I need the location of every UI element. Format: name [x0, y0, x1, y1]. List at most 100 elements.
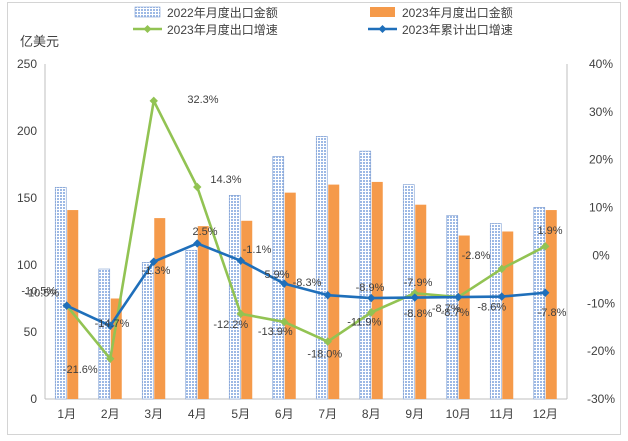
legend-label-1: 2023年月度出口金额: [402, 5, 513, 20]
data-label-s2-3: 14.3%: [210, 174, 241, 186]
data-label-s2-11: 1.9%: [537, 225, 562, 237]
data-label-s3-8: -8.8%: [404, 308, 433, 320]
data-label-s2-1: -21.6%: [63, 364, 98, 376]
data-label-s3-7: -8.9%: [356, 282, 385, 294]
data-label-s2-5: -13.9%: [258, 326, 293, 338]
point-s2-8: [410, 289, 419, 298]
line-series: [62, 96, 550, 363]
left-tick-label: 50: [24, 325, 38, 339]
data-label-s3-1: -14.7%: [95, 318, 130, 330]
x-axis: 1月 2月 3月 4月 5月 6月 7月 8月 9月 10月 11月 12月: [45, 398, 567, 421]
bar-s0-7: [359, 150, 372, 400]
data-label-s3-9: -8.7%: [432, 303, 461, 315]
data-label-s3-2: -1.3%: [142, 265, 171, 277]
point-s2-4: [236, 309, 245, 319]
x-tick-label: 10月: [446, 407, 471, 421]
point-s3-8: [410, 293, 419, 302]
point-s3-1: [106, 321, 115, 330]
bar-s0-11: [533, 207, 546, 400]
point-s2-5: [280, 317, 289, 327]
x-tick-label: 11月: [490, 407, 514, 421]
data-label-s2-9: -8.7%: [441, 307, 470, 319]
data-label-s3-4: -1.1%: [243, 244, 272, 256]
bar-s1-4: [241, 220, 253, 399]
bar-s1-2: [154, 218, 166, 399]
legend-label-2: 2023年月度出口增速: [167, 22, 278, 37]
data-label-s3-3: 2.5%: [192, 226, 217, 238]
bar-s0-9: [446, 215, 459, 400]
right-tick-label: 0%: [592, 248, 610, 262]
bar-s0-1: [98, 268, 111, 400]
left-axis-unit: 亿美元: [20, 34, 59, 49]
data-label-s2-6: -18.0%: [307, 349, 342, 361]
line-s3: [66, 242, 546, 328]
data-label-s3-5: 5.9%: [264, 269, 289, 281]
data-label-s3-11: -7.8%: [538, 307, 567, 319]
point-s2-10: [497, 264, 506, 274]
x-tick-label: 3月: [144, 407, 163, 421]
point-s3-5: [280, 279, 289, 288]
point-s3-2: [149, 257, 158, 266]
left-tick-label: 0: [30, 392, 37, 406]
bar-series: [54, 136, 557, 400]
bar-s1-8: [415, 204, 427, 399]
bar-s0-2: [141, 262, 154, 400]
legend-marker-3: [378, 25, 387, 33]
bar-s0-10: [489, 223, 502, 400]
x-tick-label: 1月: [57, 407, 76, 421]
point-s3-10: [497, 292, 506, 301]
legend-swatch-1: [370, 7, 395, 17]
bar-s1-9: [458, 235, 470, 399]
point-s3-3: [193, 239, 202, 248]
bar-s1-7: [371, 181, 383, 399]
legend-marker-2: [143, 25, 152, 33]
data-label-s3-10: -8.6%: [477, 302, 506, 314]
point-s2-6: [323, 337, 332, 346]
x-tick-label: 4月: [188, 407, 207, 421]
point-s2-3: [193, 182, 202, 192]
point-s3-6: [323, 290, 332, 300]
point-s3-4: [236, 256, 245, 265]
point-s3-7: [367, 293, 376, 303]
data-label-s2-8: -7.9%: [404, 277, 433, 289]
data-label-s2-2: 32.3%: [187, 94, 218, 106]
right-tick-label: 30%: [589, 105, 613, 119]
line-s2: [65, 99, 546, 361]
left-tick-label: 150: [17, 191, 37, 205]
bar-s1-6: [328, 184, 340, 399]
left-tick-label: 250: [17, 57, 37, 71]
point-s2-11: [541, 242, 550, 251]
right-tick-label: 40%: [589, 57, 613, 71]
bar-s1-11: [545, 210, 557, 399]
bar-s1-3: [197, 226, 209, 399]
data-label-s2-7: -11.9%: [347, 316, 381, 328]
data-labels: -10.5% -21.6% 32.3% 14.3% -12.2% -13.9% -18.0%…: [21, 94, 566, 376]
left-axis: 亿美元 0 50 100 150 200 250: [17, 34, 59, 406]
right-axis: -30% -20% -10% 0% 10% 20% 30% 40%: [566, 57, 615, 406]
right-tick-label: -10%: [587, 296, 615, 310]
point-s3-0: [62, 301, 71, 310]
point-s3-11: [541, 288, 550, 297]
legend-label-3: 2023年累计出口增速: [402, 23, 513, 37]
bar-s1-1: [110, 298, 122, 399]
data-label-s2-4: -12.2%: [213, 319, 248, 331]
legend-label-0: 2022年月度出口金额: [167, 5, 278, 20]
bar-s0-0: [54, 186, 67, 400]
bar-s1-5: [284, 192, 296, 399]
bar-s0-3: [185, 249, 198, 400]
data-label-s2-10: -2.8%: [462, 250, 491, 262]
x-tick-label: 2月: [101, 407, 120, 421]
point-s2-2: [149, 96, 158, 106]
right-tick-label: 10%: [589, 201, 613, 215]
x-tick-label: 5月: [231, 407, 250, 421]
left-tick-label: 200: [17, 124, 37, 138]
x-tick-label: 12月: [533, 407, 558, 421]
bar-s1-0: [67, 210, 79, 399]
point-s2-7: [367, 308, 376, 317]
legend: 2022年月度出口金额 2023年月度出口金额 2023年月度出口增速 2023年累计…: [133, 5, 513, 37]
right-tick-label: -20%: [587, 344, 615, 358]
right-tick-label: -30%: [587, 392, 615, 406]
left-tick-label: 100: [17, 258, 37, 272]
x-tick-label: 8月: [362, 407, 381, 421]
